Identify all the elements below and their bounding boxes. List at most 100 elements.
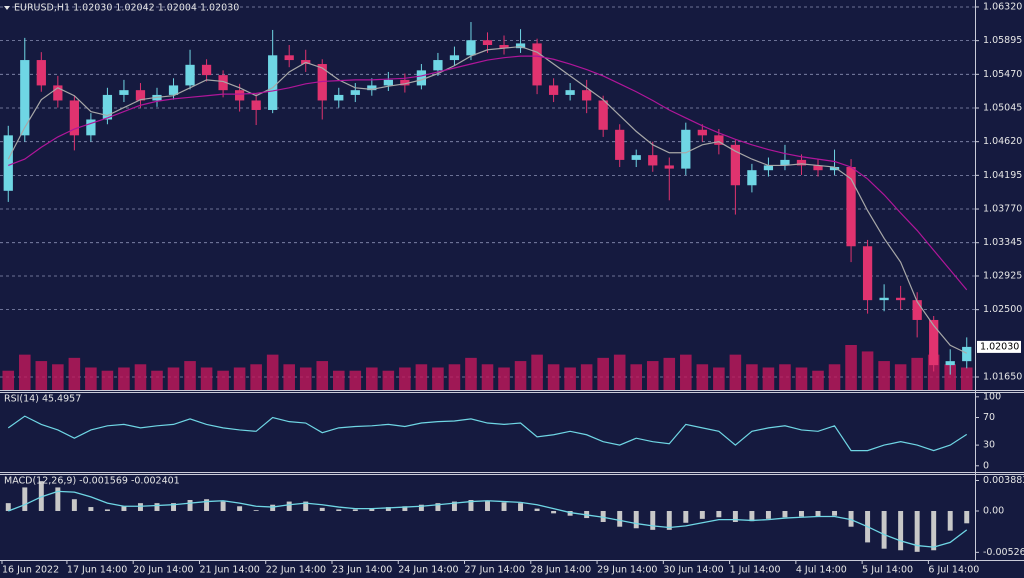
candle-body <box>664 165 674 169</box>
volume-bar <box>564 367 576 390</box>
candle-body <box>168 85 179 95</box>
candle-body <box>53 85 63 101</box>
volume-bar <box>663 357 676 390</box>
y-tick-label: 1.05470 <box>983 69 1022 80</box>
candle-body <box>631 155 641 160</box>
volume-bar <box>85 367 97 390</box>
candle-body <box>846 167 856 247</box>
menu-arrow[interactable] <box>4 6 10 10</box>
candle-body <box>879 297 889 301</box>
volume-bar <box>332 370 345 390</box>
candle-body <box>234 90 245 101</box>
macd-bar <box>435 503 441 511</box>
candle-body <box>284 55 294 61</box>
candle-body <box>433 60 443 71</box>
macd-bar <box>319 507 325 511</box>
candle-body <box>350 90 360 95</box>
candle-body <box>185 64 195 86</box>
volume-bar <box>481 364 494 390</box>
y-tick-label: 30 <box>983 440 995 451</box>
volume-bar <box>349 370 362 390</box>
macd-bar <box>551 510 557 514</box>
candle-body <box>515 43 526 49</box>
plot <box>2 22 973 552</box>
volume-bar <box>845 345 857 390</box>
macd-bar <box>765 510 771 519</box>
volume-bar <box>366 367 378 390</box>
volume-bar <box>927 354 940 390</box>
candle-body <box>218 75 228 91</box>
candle-body <box>86 119 96 136</box>
candle-body <box>796 159 807 166</box>
y-tick-label: 0.00 <box>983 505 1004 516</box>
candle-body <box>862 246 873 301</box>
candle-body <box>268 55 278 110</box>
volume-bar <box>779 364 791 390</box>
macd-bar <box>914 510 920 552</box>
volume-bar <box>613 354 626 390</box>
volume-bar <box>960 367 973 390</box>
moving-average <box>7 45 967 354</box>
volume-bar <box>382 370 395 390</box>
macd-bar <box>732 510 738 522</box>
volume-bar <box>217 370 229 390</box>
macd-bar <box>683 510 689 523</box>
candle-body <box>201 64 212 76</box>
candle-body <box>565 90 575 95</box>
y-tick-label: 1.06320 <box>983 1 1022 12</box>
candle-body <box>69 100 79 136</box>
x-tick-label: 29 Jun 14:00 <box>597 565 657 576</box>
x-tick-label: 5 Jul 14:00 <box>862 565 913 576</box>
macd-bar <box>253 510 259 511</box>
candle-body <box>102 94 113 120</box>
volume-bar <box>151 370 163 390</box>
candle-body <box>697 129 707 136</box>
macd-bar <box>815 510 821 517</box>
macd-bar <box>518 503 524 511</box>
candle-body <box>532 43 542 86</box>
macd-bar <box>237 506 243 511</box>
volume-bar <box>266 354 279 390</box>
macd-bar <box>55 487 61 511</box>
y-tick-label: 70 <box>983 412 995 423</box>
candle-body <box>681 129 691 169</box>
volume-bar <box>944 364 956 390</box>
candle-body <box>3 135 13 191</box>
x-tick-label: 21 Jun 14:00 <box>199 565 259 576</box>
macd-bar <box>88 507 94 511</box>
x-tick-label: 27 Jun 14:00 <box>465 565 525 576</box>
macd-bar <box>600 510 606 522</box>
volume-bar <box>630 364 643 390</box>
macd-bar <box>485 500 490 511</box>
volume-bar <box>233 367 246 390</box>
macd-bar <box>832 510 838 516</box>
candle-body <box>714 135 724 145</box>
volume-bar <box>68 357 81 390</box>
y-tick-label: 100 <box>983 391 1001 402</box>
volume-bar <box>911 357 923 390</box>
volume-bar <box>531 354 543 390</box>
candle-body <box>548 85 559 95</box>
rsi-line <box>7 415 968 452</box>
volume-bar <box>762 367 775 390</box>
macd-bar <box>121 506 127 511</box>
macd-bar <box>931 510 937 551</box>
volume-bar <box>465 357 477 390</box>
volume-bar <box>498 367 510 390</box>
x-tick-label: 4 Jul 14:00 <box>796 565 847 576</box>
macd-signal <box>8 490 968 548</box>
volume-bar <box>283 364 295 390</box>
price-label: 1.02030 <box>980 341 1019 352</box>
macd-bar <box>633 510 639 529</box>
y-tick-label: 1.05895 <box>983 35 1022 46</box>
macd-bar <box>881 510 887 549</box>
x-tick-label: 30 Jun 14:00 <box>663 565 723 576</box>
candle-body <box>829 167 840 171</box>
macd-bar <box>352 509 358 511</box>
candle-body <box>135 90 146 101</box>
volume-bar <box>184 361 196 390</box>
price-label-box <box>977 340 1021 353</box>
volume-bar <box>713 367 725 390</box>
